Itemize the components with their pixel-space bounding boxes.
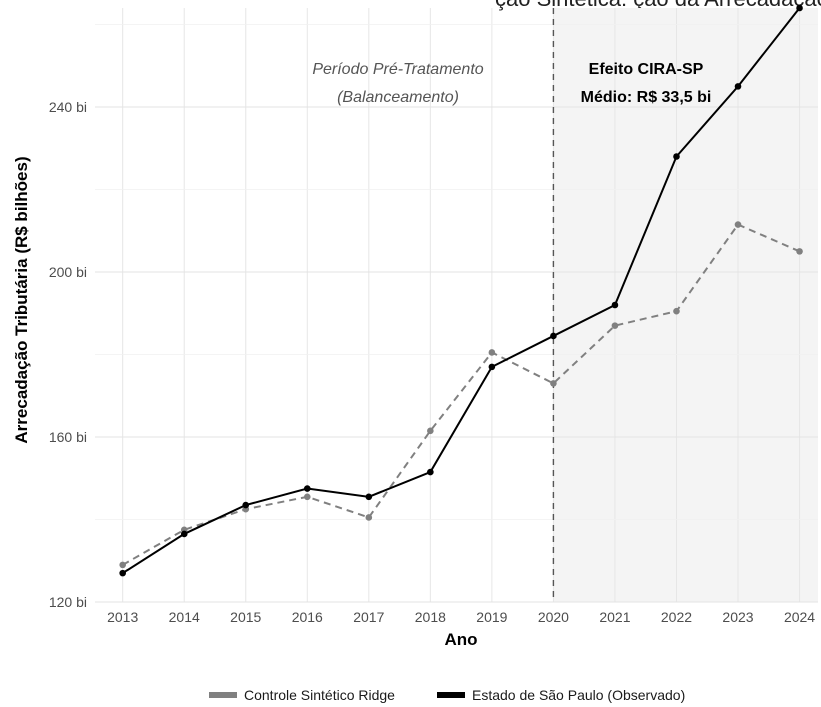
x-tick-label: 2018 [415, 609, 446, 625]
y-axis-title: Arrecadação Tributária (R$ bilhões) [12, 156, 31, 443]
data-point-0-2023 [734, 221, 742, 228]
y-tick-label: 160 bi [49, 429, 87, 445]
data-point-1-2013 [119, 569, 126, 577]
data-point-1-2019 [488, 363, 496, 371]
y-tick-label: 240 bi [49, 99, 87, 115]
x-tick-label: 2022 [661, 609, 692, 625]
x-tick-label: 2020 [538, 609, 569, 625]
data-point-0-2020 [550, 380, 557, 387]
x-tick-label: 2013 [107, 609, 138, 625]
annotation-pre-period-line2: (Balanceamento) [337, 89, 459, 106]
chart-title-fragment: ção Sintética: ção da Arrecadação (São P… [495, 0, 821, 11]
annotation-effect-line1: Efeito CIRA-SP [589, 61, 704, 78]
x-tick-label: 2019 [476, 609, 507, 625]
series-line-1 [122, 7, 801, 574]
x-tick-label: 2023 [722, 609, 753, 625]
data-point-1-2023 [734, 83, 742, 90]
data-point-1-2014 [180, 530, 188, 538]
legend-label-sao-paulo: Estado de São Paulo (Observado) [472, 687, 685, 703]
data-point-1-2022 [673, 153, 680, 160]
x-tick-label: 2016 [292, 609, 323, 625]
data-point-1-2015 [242, 501, 250, 509]
annotation-pre-period-line1: Período Pré-Tratamento [312, 61, 483, 78]
legend-swatch-sao-paulo [437, 692, 465, 698]
x-axis-title: Ano [444, 630, 477, 649]
y-tick-label: 200 bi [49, 264, 87, 280]
y-tick-label: 120 bi [49, 594, 87, 610]
x-tick-label: 2014 [169, 609, 200, 625]
x-tick-label: 2024 [784, 609, 815, 625]
x-tick-label: 2021 [599, 609, 630, 625]
data-point-0-2022 [673, 307, 680, 315]
data-point-1-2024 [796, 4, 803, 12]
legend-label-ridge: Controle Sintético Ridge [244, 687, 395, 703]
x-tick-label: 2017 [353, 609, 384, 625]
data-point-1-2018 [427, 468, 434, 476]
data-point-0-2018 [427, 427, 434, 435]
data-point-0-2021 [611, 322, 619, 329]
legend-swatch-ridge [209, 692, 237, 698]
data-point-1-2017 [365, 493, 373, 501]
data-point-0-2013 [119, 561, 126, 569]
data-point-1-2016 [303, 485, 311, 492]
data-point-0-2016 [303, 493, 311, 501]
series-line-0 [122, 223, 800, 566]
data-point-0-2019 [488, 349, 496, 356]
annotation-effect-line2: Médio: R$ 33,5 bi [581, 89, 712, 106]
data-point-1-2021 [611, 301, 619, 309]
data-point-0-2017 [365, 514, 373, 521]
data-point-1-2020 [550, 332, 557, 340]
data-point-0-2024 [796, 248, 803, 255]
legend: Controle Sintético Ridge Estado de São P… [209, 687, 685, 703]
x-tick-label: 2015 [230, 609, 261, 625]
